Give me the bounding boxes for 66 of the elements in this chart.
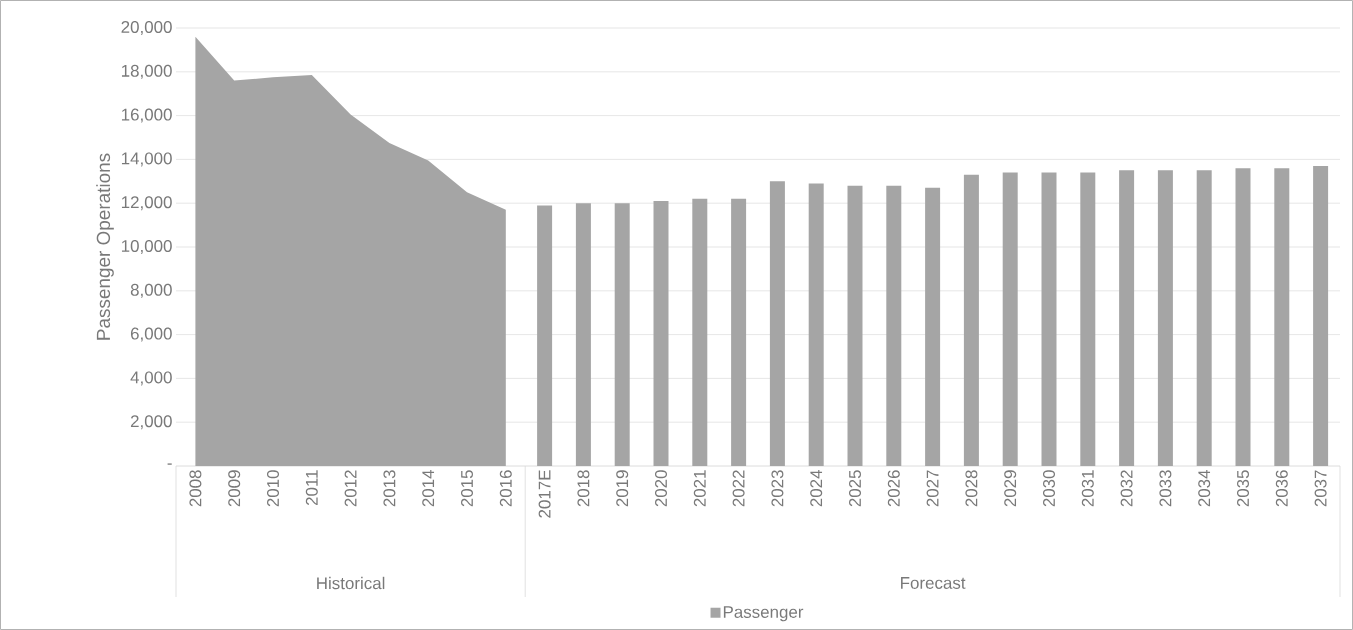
bar	[1313, 165, 1329, 466]
x-tick-label: 2022	[732, 470, 745, 507]
bar	[925, 187, 941, 466]
y-tick-label: 18,000	[121, 64, 172, 79]
text: Historical	[317, 576, 385, 590]
y-tick-label: 6,000	[130, 327, 172, 342]
y-tick-label: 2,000	[130, 415, 172, 430]
x-tick-label: 2030	[1043, 470, 1055, 507]
x-tick-label: 2016	[499, 470, 512, 507]
bar	[1196, 170, 1212, 466]
x-tick-label: 2019	[616, 470, 629, 507]
y-axis-title: Passenger Operations	[96, 153, 114, 340]
x-tick-label: 2029	[1004, 470, 1017, 507]
x-tick-label: 2028	[965, 470, 978, 507]
bar	[847, 185, 863, 466]
x-tick-label: 2020	[655, 470, 667, 507]
bar	[614, 203, 630, 466]
x-tick-label: 2027	[926, 470, 939, 507]
x-tick-label: 2024	[810, 470, 823, 507]
x-tick-label: 2037	[1314, 470, 1327, 507]
bar	[692, 198, 708, 466]
bar	[731, 198, 747, 466]
x-tick-label: 2011	[305, 470, 318, 506]
x-tick-label: 2034	[1198, 470, 1211, 507]
y-tick-label: 12,000	[121, 196, 172, 211]
y-tick-label: 16,000	[121, 108, 172, 123]
y-tick-label: 4,000	[130, 371, 172, 386]
bar	[1041, 172, 1057, 466]
x-tick-label: 2015	[461, 470, 473, 507]
x-tick-label: 2010	[267, 470, 279, 507]
bar	[1274, 168, 1290, 466]
y-tick-label: 14,000	[121, 152, 172, 167]
y-tick-label: 20,000	[121, 21, 172, 35]
text: Forecast	[901, 577, 966, 589]
bar	[653, 201, 669, 466]
bar	[1002, 172, 1018, 466]
x-tick-label: 2012	[344, 470, 357, 507]
bar	[769, 181, 785, 466]
bar	[963, 174, 979, 466]
x-tick-label: 2026	[887, 470, 900, 507]
y-tick-label: -	[167, 463, 172, 465]
bar	[1235, 168, 1251, 466]
x-tick-label: 2021	[693, 470, 706, 507]
x-tick-label: 2013	[383, 470, 396, 507]
x-tick-label: 2009	[228, 470, 241, 507]
bar	[1119, 170, 1135, 466]
x-tick-label: 2008	[189, 470, 202, 507]
bar	[537, 205, 553, 466]
x-tick-label: 2033	[1159, 470, 1172, 507]
x-tick-label: 2032	[1120, 470, 1133, 507]
y-tick-label: 8,000	[130, 283, 172, 298]
x-tick-label: 2017E	[538, 470, 551, 518]
x-tick-label: 2014	[422, 470, 435, 507]
bar	[1157, 170, 1173, 466]
bar	[886, 185, 902, 466]
x-tick-label: 2025	[849, 470, 861, 507]
bar	[1080, 172, 1096, 466]
legend-label: Passenger	[723, 606, 804, 622]
bar	[575, 203, 591, 466]
y-tick-label: 10,000	[121, 240, 172, 254]
bar	[808, 183, 824, 466]
x-tick-label: 2018	[577, 470, 590, 507]
x-tick-label: 2036	[1275, 470, 1288, 507]
x-tick-label: 2035	[1237, 470, 1249, 507]
x-tick-label: 2023	[771, 470, 784, 507]
x-tick-label: 2031	[1081, 470, 1094, 507]
